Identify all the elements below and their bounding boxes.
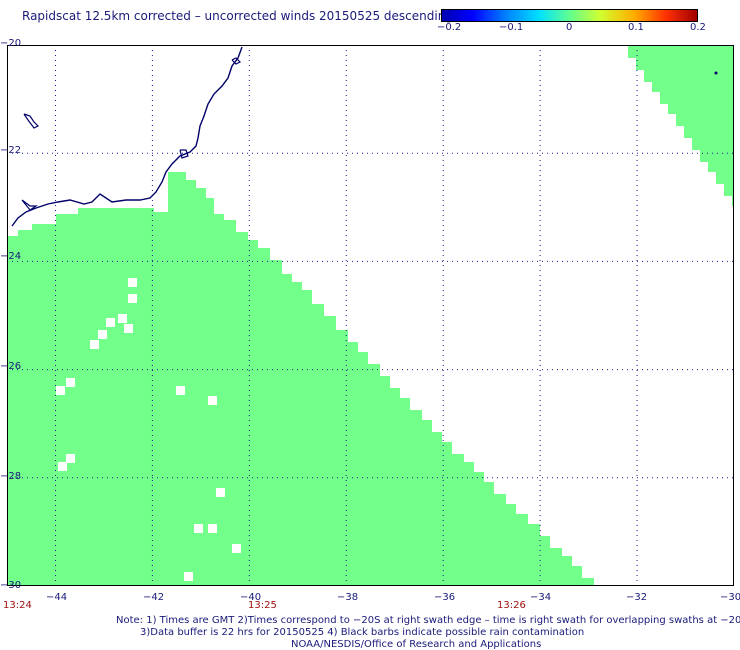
- figure-title: Rapidscat 12.5km corrected – uncorrected…: [22, 9, 453, 23]
- swath-data-region-northeast: [628, 45, 734, 206]
- swath-fill: [7, 172, 602, 586]
- colorbar-tick: −0.2: [437, 22, 462, 33]
- plot-frame: [7, 45, 734, 586]
- island-outline: [179, 149, 189, 159]
- missing-cell: [106, 318, 115, 327]
- missing-cell: [128, 278, 137, 287]
- lon-label: −42: [143, 592, 165, 603]
- missing-cell: [56, 386, 65, 395]
- note-line: NOAA/NESDIS/Office of Research and Appli…: [291, 639, 542, 650]
- colorbar-tick: 0.1: [628, 22, 644, 33]
- lon-label: −36: [434, 592, 456, 603]
- missing-cell: [128, 294, 137, 303]
- island-outline: [23, 113, 40, 129]
- lat-lon-grid: [7, 45, 734, 586]
- lon-label: −30: [720, 592, 740, 603]
- swath-fill-northeast: [628, 45, 734, 206]
- missing-cell: [216, 488, 225, 497]
- coastline-path: [11, 46, 243, 227]
- missing-cell: [66, 454, 75, 463]
- lon-label: −32: [626, 592, 648, 603]
- missing-cell: [98, 330, 107, 339]
- time-label: 13:24: [3, 600, 32, 611]
- lon-label: −38: [337, 592, 359, 603]
- lat-label: −20: [0, 38, 22, 49]
- lat-label: −30: [0, 580, 22, 591]
- colorbar-tick: −0.1: [499, 22, 524, 33]
- note-line: 3)Data buffer is 22 hrs for 20150525 4) …: [140, 627, 585, 638]
- missing-data-cells: [56, 278, 241, 581]
- missing-cell: [90, 340, 99, 349]
- colorbar-tick: 0: [566, 22, 573, 33]
- colorbar: [441, 9, 698, 22]
- missing-cell: [208, 524, 217, 533]
- missing-cell: [118, 314, 127, 323]
- missing-cell: [66, 378, 75, 387]
- missing-cell: [184, 572, 193, 581]
- missing-cell: [176, 386, 185, 395]
- colorbar-tick: 0.2: [690, 22, 706, 33]
- lon-label: −34: [530, 592, 552, 603]
- missing-cell: [194, 524, 203, 533]
- coastline: [11, 46, 718, 227]
- time-label: 13:26: [497, 600, 526, 611]
- lon-label: −44: [46, 592, 68, 603]
- lat-label: −28: [0, 471, 22, 482]
- lon-label: −40: [240, 592, 262, 603]
- missing-cell: [232, 544, 241, 553]
- missing-cell: [208, 396, 217, 405]
- lat-label: −22: [0, 145, 22, 156]
- note-line: Note: 1) Times are GMT 2)Times correspon…: [116, 615, 740, 626]
- lat-label: −24: [0, 251, 22, 262]
- time-label: 13:25: [248, 600, 277, 611]
- missing-cell: [124, 324, 133, 333]
- lat-label: −26: [0, 361, 22, 372]
- map-plot: [7, 45, 734, 586]
- missing-cell: [58, 462, 67, 471]
- island-outline: [231, 57, 242, 65]
- island-outline: [21, 199, 38, 211]
- swath-data-region: [7, 172, 602, 586]
- island-dot: [714, 71, 718, 75]
